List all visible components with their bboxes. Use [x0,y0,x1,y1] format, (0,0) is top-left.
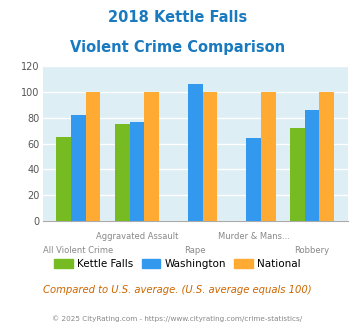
Bar [320,92,334,221]
Text: 2018 Kettle Falls: 2018 Kettle Falls [108,10,247,25]
Legend: Kettle Falls, Washington, National: Kettle Falls, Washington, National [50,254,305,273]
Text: Murder & Mans...: Murder & Mans... [218,232,290,241]
Text: Robbery: Robbery [295,246,330,255]
Bar [144,92,159,221]
Text: Violent Crime Comparison: Violent Crime Comparison [70,40,285,54]
Text: Aggravated Assault: Aggravated Assault [95,232,178,241]
Bar [130,121,144,221]
Bar [56,137,71,221]
Text: Rape: Rape [185,246,206,255]
Bar [86,92,100,221]
Bar [115,124,130,221]
Bar [261,92,275,221]
Bar [246,138,261,221]
Bar [188,84,203,221]
Text: Compared to U.S. average. (U.S. average equals 100): Compared to U.S. average. (U.S. average … [43,285,312,295]
Text: All Violent Crime: All Violent Crime [43,246,114,255]
Bar [71,115,86,221]
Text: © 2025 CityRating.com - https://www.cityrating.com/crime-statistics/: © 2025 CityRating.com - https://www.city… [53,315,302,322]
Bar [203,92,217,221]
Bar [290,128,305,221]
Bar [305,110,320,221]
